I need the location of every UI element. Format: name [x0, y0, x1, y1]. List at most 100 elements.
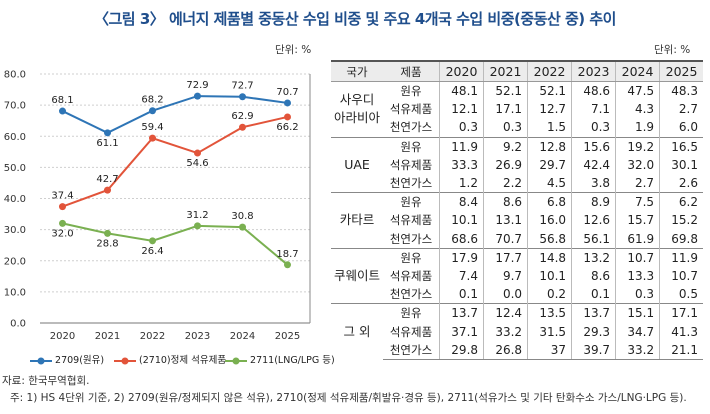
- data-point: [239, 223, 246, 231]
- value-cell: 47.5: [615, 81, 660, 101]
- value-cell: 11.9: [438, 136, 484, 156]
- product-cell: 석유제품: [389, 213, 433, 228]
- value-cell: 37: [527, 340, 572, 360]
- data-label: 72.9: [186, 80, 208, 91]
- source-note: 자료: 한국무역협회.: [2, 375, 90, 387]
- data-point: [239, 123, 246, 131]
- x-tick-label: 2020: [50, 331, 75, 340]
- value-cell: 12.8: [527, 136, 572, 156]
- value-cell: 1.9: [615, 118, 660, 138]
- value-cell: 8.9: [571, 192, 616, 212]
- header-product: 제품: [383, 60, 440, 82]
- value-cell: 52.1: [483, 81, 528, 101]
- value-cell: 0.3: [571, 118, 616, 138]
- y-tick-label: 60.0: [4, 132, 26, 143]
- header-year: 2025: [659, 60, 703, 82]
- table-row: 석유제품 12.1 17.1 12.7 7.1 4.3 2.7: [331, 100, 703, 119]
- product-cell: 천연가스: [389, 231, 433, 246]
- product-cell: 석유제품: [389, 157, 433, 172]
- value-cell: 9.2: [483, 136, 528, 156]
- table-row: 천연가스 0.3 0.3 1.5 0.3 1.9 6.0: [331, 118, 703, 138]
- header-year: 2022: [527, 60, 572, 82]
- chart-unit: 단위: %: [275, 44, 312, 56]
- y-tick-label: 30.0: [4, 225, 26, 236]
- data-point: [194, 222, 201, 230]
- value-cell: 48.6: [571, 81, 616, 101]
- value-cell: 13.3: [615, 266, 660, 286]
- product-cell: 천연가스: [389, 176, 433, 191]
- value-cell: 12.7: [527, 100, 572, 119]
- value-cell: 13.7: [438, 303, 484, 323]
- data-label: 61.1: [96, 138, 118, 149]
- product-cell: 원유: [383, 247, 440, 267]
- product-cell: 석유제품: [389, 268, 433, 283]
- data-label: 68.1: [51, 95, 73, 106]
- value-cell: 52.1: [527, 81, 572, 101]
- value-cell: 16.5: [659, 136, 703, 156]
- data-point: [149, 107, 156, 115]
- header-year: 2023: [571, 60, 616, 82]
- table-row: 석유제품 7.4 9.7 10.1 8.6 13.3 10.7: [331, 266, 703, 286]
- legend-swatch-gas: [225, 356, 247, 366]
- value-cell: 17.1: [659, 303, 703, 323]
- value-cell: 70.7: [483, 229, 528, 249]
- data-point: [284, 113, 291, 121]
- data-point: [59, 219, 66, 227]
- header-year: 2021: [483, 60, 528, 82]
- value-cell: 13.1: [483, 211, 528, 230]
- table-row: 사우디 아라비아 원유 48.1 52.1 52.1 48.6 47.5 48.3: [331, 81, 703, 138]
- country-cell: 카타르: [331, 192, 383, 249]
- value-cell: 2.7: [659, 100, 703, 119]
- data-label: 70.7: [276, 87, 298, 98]
- value-cell: 56.8: [527, 229, 572, 249]
- data-label: 42.7: [96, 174, 118, 185]
- y-tick-label: 0.0: [10, 319, 26, 330]
- value-cell: 17.1: [483, 100, 528, 119]
- data-label: 32.0: [51, 228, 73, 239]
- y-tick-label: 70.0: [4, 101, 26, 112]
- data-point: [284, 99, 291, 107]
- data-point: [104, 229, 111, 237]
- value-cell: 7.1: [571, 100, 616, 119]
- value-cell: 12.4: [483, 303, 528, 323]
- value-cell: 10.1: [527, 266, 572, 286]
- product-cell: 원유: [383, 81, 440, 101]
- legend-label-refined: (2710)정제 석유제품: [139, 355, 227, 366]
- data-point: [284, 261, 291, 269]
- table-row: 석유제품 10.1 13.1 16.0 12.6 15.7 15.2: [331, 211, 703, 230]
- value-cell: 15.2: [659, 211, 703, 230]
- header-country: 국가: [331, 60, 383, 82]
- value-cell: 0.3: [483, 118, 528, 138]
- data-label: 18.7: [276, 249, 298, 260]
- value-cell: 15.7: [615, 211, 660, 230]
- data-point: [194, 149, 201, 157]
- value-cell: 31.5: [527, 322, 572, 341]
- value-cell: 68.6: [438, 229, 484, 249]
- product-cell: 천연가스: [383, 340, 440, 360]
- table-row: 쿠웨이트 원유 17.9 17.7 14.8 13.2 10.7 11.9: [331, 247, 703, 304]
- data-label: 28.8: [96, 238, 118, 249]
- value-cell: 0.0: [483, 285, 528, 304]
- data-label: 62.9: [231, 111, 253, 122]
- x-tick-label: 2023: [185, 331, 210, 340]
- table-unit: 단위: %: [654, 44, 691, 56]
- data-point: [104, 186, 111, 194]
- table-row: 천연가스 68.6 70.7 56.8 56.1 61.9 69.8: [331, 229, 703, 249]
- value-cell: 4.5: [527, 173, 572, 193]
- data-label: 31.2: [186, 210, 208, 221]
- table-row: 천연가스 0.1 0.0 0.2 0.1 0.3 0.5: [331, 285, 703, 304]
- legend-swatch-crude: [30, 356, 52, 366]
- table-header-row: 국가 제품 2020 2021 2022 2023 2024 2025: [331, 60, 703, 82]
- product-cell: 천연가스: [389, 120, 433, 135]
- value-cell: 29.8: [438, 340, 484, 360]
- value-cell: 8.6: [483, 192, 528, 212]
- legend-label-gas: 2711(LNG/LPG 등): [250, 355, 335, 366]
- value-cell: 8.6: [571, 266, 616, 286]
- data-point: [59, 107, 66, 115]
- value-cell: 0.5: [659, 285, 703, 304]
- value-cell: 0.3: [615, 285, 660, 304]
- data-point: [149, 134, 156, 142]
- data-label: 66.2: [276, 122, 298, 133]
- table-row: 석유제품 33.3 26.9 29.7 42.4 32.0 30.1: [331, 155, 703, 174]
- value-cell: 42.4: [571, 155, 616, 174]
